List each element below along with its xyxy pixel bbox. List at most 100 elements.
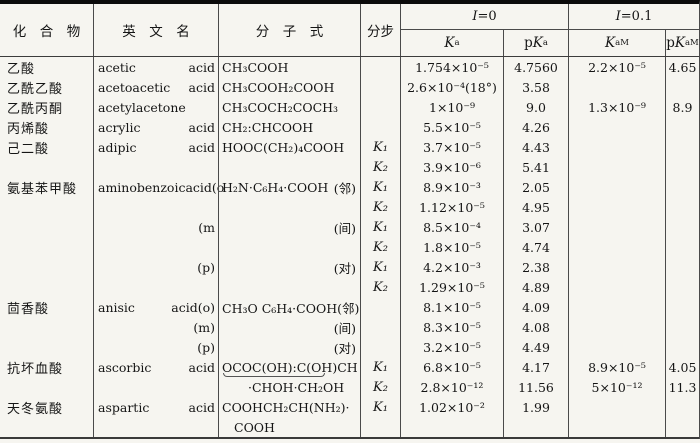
cell-formula-main: COOHCH₂CH(NH₂)· — [222, 399, 350, 415]
cell-formula: (间) — [218, 217, 360, 237]
table-row: (p) (对) 3.2×10⁻⁵ 4.49 — [0, 337, 699, 357]
cell-ka: 3.2×10⁻⁵ — [400, 337, 503, 357]
cell-en-acid: acid(o) — [171, 299, 215, 315]
cell-english: acrylic acid — [93, 117, 218, 137]
cell-pkam — [665, 177, 699, 197]
cell-kam — [568, 77, 665, 97]
cell-pka: 4.74 — [503, 237, 568, 257]
cell-pka: 4.08 — [503, 317, 568, 337]
cell-step — [360, 417, 400, 437]
cell-en-acid: acid — [188, 399, 215, 415]
cell-english: adipic acid — [93, 137, 218, 157]
cell-english: (m — [93, 217, 218, 237]
cell-english — [93, 417, 218, 437]
table-row: 抗坏血酸 ascorbic acid OCOC(OH):C(OH)CH K₁ 6.… — [0, 357, 699, 377]
cell-formula-right: (间) — [333, 220, 356, 236]
cell-step: K₂ — [360, 197, 400, 217]
cell-step: K₁ — [360, 217, 400, 237]
cell-english — [93, 277, 218, 297]
cell-ka: 1×10⁻⁹ — [400, 97, 503, 117]
cell-formula: COOHCH₂CH(NH₂)· — [218, 397, 360, 417]
table-row: K₂ 1.8×10⁻⁵ 4.74 — [0, 237, 699, 257]
cell-english: (p) — [93, 337, 218, 357]
cell-step: K₁ — [360, 257, 400, 277]
cell-compound: 乙酰乙酸 — [7, 81, 64, 97]
cell-en-name: acetoacetic — [98, 79, 171, 95]
table-row: 丙烯酸 acrylic acid CH₂:CHCOOH 5.5×10⁻⁵ 4.26 — [0, 117, 699, 137]
cell-en-name: aminobenzoic — [98, 179, 186, 195]
cell-formula — [218, 157, 360, 177]
cell-compound — [0, 237, 93, 257]
cell-pka: 4.7560 — [503, 57, 568, 77]
cell-pkam — [665, 277, 699, 297]
cell-formula: (间) — [218, 317, 360, 337]
cell-compound — [0, 197, 93, 217]
cell-en-acid: (p) — [197, 259, 215, 275]
cell-formula — [218, 237, 360, 257]
cell-formula-right: (对) — [333, 340, 356, 356]
cell-kam — [568, 297, 665, 317]
cell-compound: 乙酸 — [7, 61, 36, 77]
cell-kam: 8.9×10⁻⁵ — [568, 357, 665, 377]
cell-kam — [568, 417, 665, 437]
cell-english — [93, 377, 218, 397]
table-row: (m) (间) 8.3×10⁻⁵ 4.08 — [0, 317, 699, 337]
cell-en-acid: (p) — [197, 339, 215, 355]
cell-ka: 6.8×10⁻⁵ — [400, 357, 503, 377]
cell-ka: 3.9×10⁻⁶ — [400, 157, 503, 177]
cell-english — [93, 197, 218, 217]
cell-formula: HOOC(CH₂)₄COOH — [218, 137, 360, 157]
cell-step: K₁ — [360, 137, 400, 157]
cell-formula-main: HOOC(CH₂)₄COOH — [222, 139, 345, 155]
cell-english: aminobenzoic acid(o — [93, 177, 224, 197]
cell-formula-main: CH₃COOH₂COOH — [222, 79, 335, 95]
cell-kam — [568, 237, 665, 257]
cell-formula-main: CH₂:CHCOOH — [222, 119, 314, 135]
table-body: 乙酸 acetic acid CH₃COOH 1.754×10⁻⁵ 4.7560 … — [0, 57, 699, 439]
cell-compound: 丙烯酸 — [7, 121, 50, 137]
cell-ka: 2.8×10⁻¹² — [400, 377, 503, 397]
header-formula: 分 子 式 — [218, 4, 360, 56]
cell-kam — [568, 397, 665, 417]
cell-en-name: acetic — [98, 59, 136, 75]
cell-pkam — [665, 297, 699, 317]
cell-pkam — [665, 77, 699, 97]
cell-english: aspartic acid — [93, 397, 218, 417]
cell-formula-right: (间) — [333, 320, 356, 336]
cell-pka: 5.41 — [503, 157, 568, 177]
cell-pka: 4.43 — [503, 137, 568, 157]
cell-ka: 2.6×10⁻⁴(18°) — [400, 77, 503, 97]
cell-compound — [0, 277, 93, 297]
header-step: 分步 — [360, 4, 400, 56]
cell-pkam — [665, 397, 699, 417]
cell-formula-main: ·CHOH·CH₂OH — [248, 379, 345, 395]
table-row: 乙酰乙酸 acetoacetic acid CH₃COOH₂COOH 2.6×10… — [0, 77, 699, 97]
cell-en-name: adipic — [98, 139, 137, 155]
cell-compound — [0, 257, 93, 277]
table-row: K₂ 1.12×10⁻⁵ 4.95 — [0, 197, 699, 217]
cell-kam: 5×10⁻¹² — [568, 377, 665, 397]
cell-pka: 4.49 — [503, 337, 568, 357]
cell-en-acid: (m) — [193, 319, 215, 335]
table-row: 乙酰丙酮 acetylacetone CH₃COCH₂COCH₃ 1×10⁻⁹ … — [0, 97, 699, 117]
cell-step — [360, 317, 400, 337]
table-row: 己二酸 adipic acid HOOC(CH₂)₄COOH K₁ 3.7×10⁻… — [0, 137, 699, 157]
cell-step — [360, 297, 400, 317]
table-row: 氨基苯甲酸 aminobenzoic acid(o H₂N·C₆H₄·COOH (邻… — [0, 177, 699, 197]
ka-base: K — [444, 35, 455, 51]
cell-pkam — [665, 417, 699, 437]
cell-english: acetylacetone — [93, 97, 218, 117]
cell-pkam: 8.9 — [665, 97, 699, 117]
cell-formula-right: (对) — [333, 260, 356, 276]
cell-formula-main: CH₃O C₆H₄·COOH(邻) — [222, 300, 360, 316]
cell-en-name: aspartic — [98, 399, 150, 415]
cell-en-acid: acid(o — [185, 179, 225, 195]
cell-step: K₁ — [360, 177, 400, 197]
cell-kam: 1.3×10⁻⁹ — [568, 97, 665, 117]
cell-step — [360, 57, 400, 77]
cell-formula-main: CH₃COOH — [222, 59, 289, 75]
cell-formula: (对) — [218, 337, 360, 357]
